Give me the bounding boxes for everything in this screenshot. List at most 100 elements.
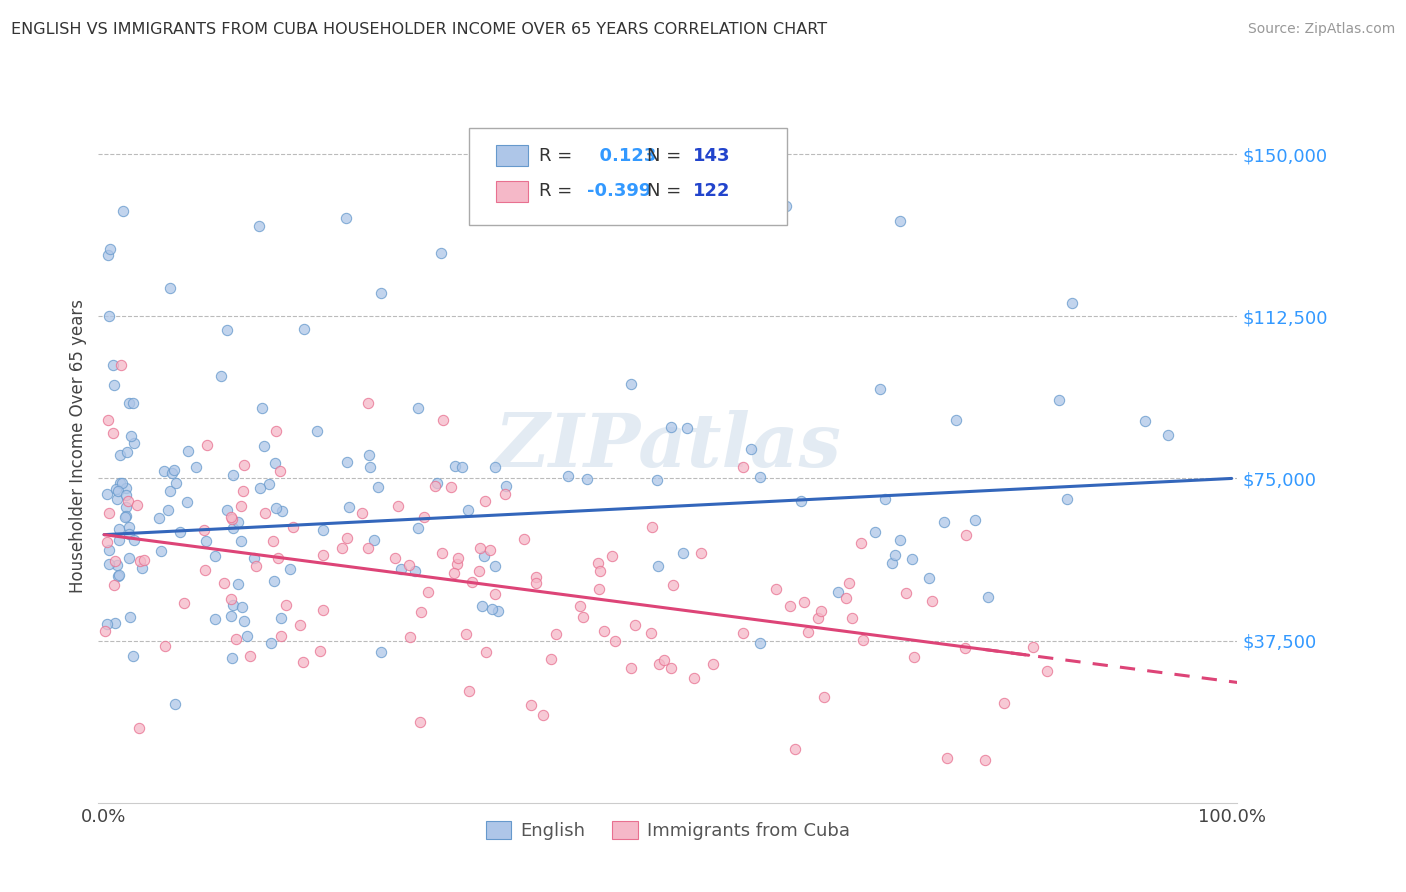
Point (662, 578, 685, 592)
Point (797, 624, 820, 639)
Point (588, 564, 610, 578)
Point (193, 523, 215, 537)
Point (779, 599, 801, 613)
Point (231, 600, 253, 615)
Point (118, 550, 141, 565)
Point (221, 521, 243, 535)
Point (259, 636, 281, 650)
Point (278, 562, 301, 576)
Point (267, 551, 290, 566)
Point (94, 624, 117, 639)
Point (215, 503, 238, 517)
Point (568, 599, 591, 613)
Point (645, 473, 668, 487)
Point (370, 645, 392, 659)
Point (481, 601, 503, 615)
Point (107, 522, 129, 536)
Point (122, 533, 145, 548)
Point (652, 653, 675, 667)
Point (233, 458, 256, 473)
Point (335, 211, 357, 226)
Point (359, 460, 381, 475)
Point (889, 214, 911, 228)
Point (115, 500, 138, 514)
Point (641, 519, 664, 533)
Point (229, 533, 252, 548)
Point (336, 455, 359, 469)
Point (557, 469, 579, 483)
Point (775, 199, 797, 213)
Point (107, 483, 129, 498)
Point (683, 672, 706, 686)
Point (96, 486, 118, 500)
Point (531, 708, 554, 723)
Point (398, 558, 420, 573)
Point (330, 541, 353, 555)
Point (841, 611, 863, 625)
Point (219, 609, 242, 624)
Point (993, 697, 1015, 711)
Point (1133, 414, 1156, 428)
Point (484, 559, 506, 574)
Point (266, 501, 288, 516)
Point (446, 550, 468, 565)
Point (247, 219, 270, 234)
Point (152, 464, 174, 478)
Point (810, 604, 832, 618)
Point (659, 661, 682, 675)
Text: ENGLISH VS IMMIGRANTS FROM CUBA HOUSEHOLDER INCOME OVER 65 YEARS CORRELATION CHA: ENGLISH VS IMMIGRANTS FROM CUBA HOUSEHOL… (11, 22, 827, 37)
Point (513, 532, 536, 546)
Point (209, 369, 232, 384)
Point (105, 492, 128, 507)
Point (432, 412, 454, 426)
Point (212, 576, 235, 591)
Point (495, 478, 517, 492)
Point (156, 503, 179, 517)
Point (243, 551, 266, 566)
Point (748, 635, 770, 649)
Point (458, 684, 481, 698)
Point (571, 610, 593, 624)
Point (408, 521, 430, 535)
Point (384, 550, 406, 565)
Point (114, 488, 136, 502)
Point (195, 533, 218, 548)
Point (117, 493, 139, 508)
Point (105, 558, 128, 573)
Point (263, 574, 285, 589)
Point (307, 424, 329, 438)
Point (1036, 665, 1059, 679)
Point (838, 575, 860, 590)
Point (457, 503, 479, 517)
Point (934, 516, 956, 530)
Point (107, 533, 129, 548)
Point (690, 546, 713, 560)
Point (226, 577, 249, 591)
Point (309, 644, 332, 658)
Point (356, 541, 378, 555)
Point (150, 544, 173, 558)
Point (576, 472, 599, 486)
Text: 143: 143 (693, 146, 730, 164)
Point (97, 506, 120, 520)
Point (153, 639, 176, 653)
Point (409, 605, 432, 619)
Point (101, 358, 124, 372)
Point (221, 598, 243, 612)
Text: 122: 122 (693, 182, 730, 200)
Point (827, 585, 849, 599)
Point (468, 541, 491, 556)
Point (222, 467, 245, 482)
Point (475, 645, 498, 659)
Point (387, 499, 409, 513)
Point (404, 564, 426, 578)
Point (367, 480, 389, 494)
Point (472, 549, 495, 563)
Point (115, 481, 138, 495)
Point (901, 551, 924, 566)
Point (624, 618, 647, 632)
Point (1047, 392, 1070, 407)
Point (740, 442, 762, 456)
Point (357, 448, 380, 462)
Point (204, 549, 226, 563)
